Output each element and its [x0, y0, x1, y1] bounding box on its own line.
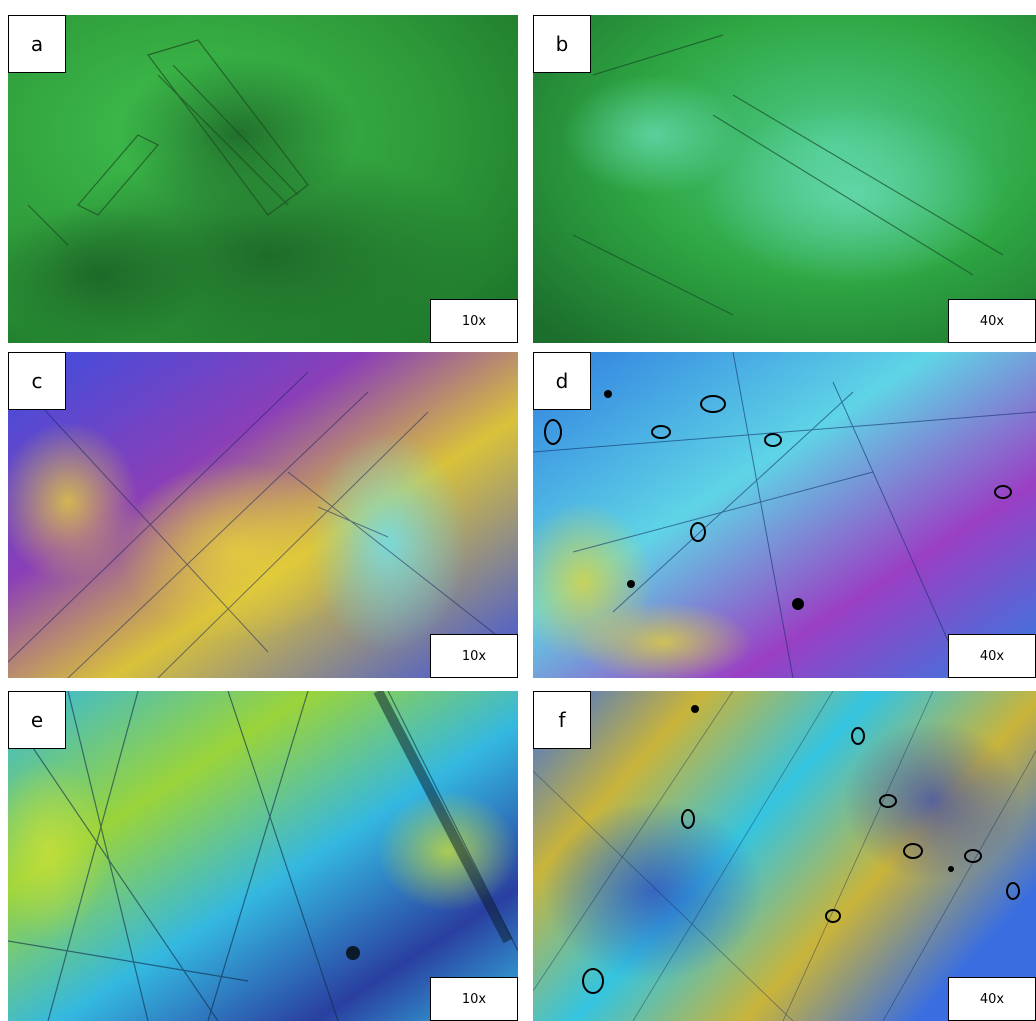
- panel-label: d: [533, 352, 591, 410]
- micrograph-image-c: [8, 352, 518, 678]
- panel-label: f: [533, 691, 591, 749]
- magnification-label: 40x: [948, 634, 1036, 678]
- magnification-label: 40x: [948, 299, 1036, 343]
- magnification-label: 40x: [948, 977, 1036, 1021]
- micrograph-panel-e: e 10x: [8, 691, 518, 1021]
- micrograph-image-a: [8, 15, 518, 343]
- micrograph-panel-b: b 40x: [533, 15, 1036, 343]
- micrograph-panel-d: d 40x: [533, 352, 1036, 678]
- panel-label: c: [8, 352, 66, 410]
- panel-label: a: [8, 15, 66, 73]
- magnification-label: 10x: [430, 299, 518, 343]
- magnification-label: 10x: [430, 634, 518, 678]
- micrograph-panel-a: a 10x: [8, 15, 518, 343]
- panel-label: e: [8, 691, 66, 749]
- micrograph-panel-f: f 40x: [533, 691, 1036, 1021]
- magnification-label: 10x: [430, 977, 518, 1021]
- panel-label: b: [533, 15, 591, 73]
- micrograph-image-d: [533, 352, 1036, 678]
- micrograph-panel-c: c 10x: [8, 352, 518, 678]
- micrograph-image-f: [533, 691, 1036, 1021]
- micrograph-image-e: [8, 691, 518, 1021]
- micrograph-image-b: [533, 15, 1036, 343]
